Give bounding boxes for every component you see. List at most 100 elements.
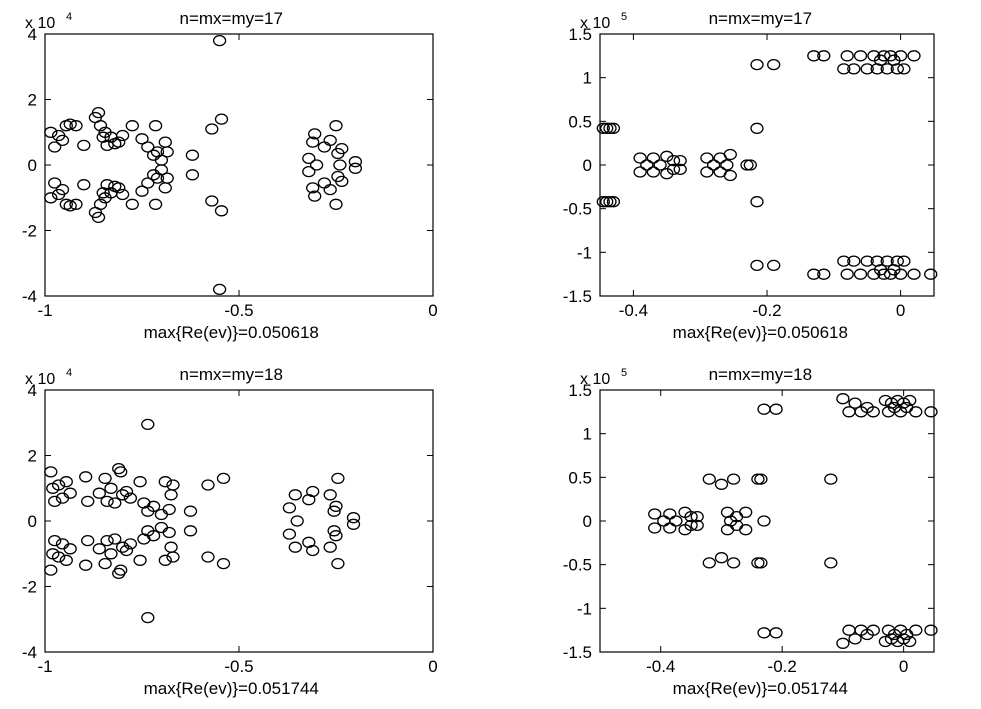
chart-1-point (205, 195, 219, 207)
chart-4-ytick-label: 1.5 (568, 381, 592, 400)
chart-1-exponent-power: 4 (66, 11, 72, 23)
chart-2-point (660, 150, 674, 162)
chart-3-point (201, 551, 215, 563)
chart-2-point (660, 168, 674, 180)
chart-2-point (750, 196, 764, 208)
chart-3-point (216, 557, 231, 570)
chart-4-point (726, 557, 741, 569)
chart-3-point (108, 497, 122, 509)
chart-3-point (123, 538, 138, 550)
chart-4-point (866, 624, 880, 636)
chart-4-point (824, 557, 838, 569)
chart-4-point (903, 394, 917, 407)
chart-3-point (201, 479, 215, 491)
chart-1-point (335, 175, 349, 188)
chart-2-point (666, 154, 681, 167)
chart-3-point (92, 543, 106, 555)
chart-3-point (146, 500, 161, 512)
chart-1-point (348, 162, 363, 174)
chart-1-point (48, 141, 62, 153)
chart-2-point (596, 196, 610, 208)
chart-4-point (848, 397, 862, 409)
chart-1-point (185, 169, 200, 181)
chart-3-point (288, 489, 302, 501)
chart-3-point (115, 541, 130, 553)
chart-4-point (690, 510, 704, 523)
chart-1-point (214, 113, 229, 125)
chart-3-title: n=mx=my=18 (179, 365, 282, 384)
chart-3-point (306, 544, 320, 557)
chart-4-point (754, 473, 768, 485)
chart-3-point (288, 541, 302, 553)
chart-1-point (212, 283, 227, 296)
chart-3-point (133, 476, 147, 488)
chart-2-point (600, 122, 614, 134)
chart-3-point (183, 525, 198, 537)
chart-3-point (59, 554, 73, 566)
chart-3-ytick-label: 0 (28, 512, 37, 531)
chart-4-ytick-label: 0 (583, 512, 592, 531)
chart-4-point (757, 627, 771, 639)
chart-1-point (44, 192, 58, 204)
chart-3-point (323, 489, 337, 501)
chart-4-point (924, 406, 938, 418)
chart-1-ytick-label: -4 (22, 287, 37, 306)
chart-4-point (909, 624, 923, 636)
chart-1-point (148, 120, 163, 132)
chart-3-point (98, 472, 112, 485)
chart-4-point (836, 393, 850, 405)
chart-3-point (216, 472, 231, 485)
chart-3-point (327, 505, 341, 517)
chart-1-point (329, 120, 343, 132)
chart-1-point (112, 136, 126, 148)
chart-1-point (306, 182, 320, 194)
chart-1-point (77, 139, 91, 152)
chart-1-frame (44, 33, 434, 297)
chart-2-point (807, 50, 821, 62)
chart-2-ytick-label: 0 (583, 156, 592, 175)
chart-1-point (135, 185, 149, 197)
chart-2-point (666, 163, 681, 176)
chart-1-point (317, 177, 332, 189)
chart-1-point (160, 146, 174, 158)
chart-3-point (119, 544, 134, 557)
chart-1-point (91, 211, 106, 224)
chart-2-point (880, 255, 894, 267)
chart-4-point (726, 473, 741, 485)
chart-3-point (79, 471, 93, 483)
chart-3-point (158, 554, 172, 566)
chart-4-ytick-label: -1.5 (563, 643, 592, 662)
chart-2-point (743, 159, 757, 171)
chart-3-point (44, 564, 58, 576)
chart-3-xtick-label: -1 (37, 657, 52, 676)
chart-1-point (309, 159, 324, 171)
chart-2-point (890, 255, 904, 267)
chart-2-point (700, 152, 714, 164)
chart-3-point (154, 521, 169, 534)
chart-2-point (860, 255, 874, 267)
chart-4-point (684, 510, 698, 523)
chart-1-point (112, 182, 126, 194)
chart-4-point (769, 627, 783, 639)
chart-2-point (847, 63, 861, 75)
chart-4-point (648, 508, 662, 520)
chart-2-xtick-label: 0 (896, 301, 905, 320)
chart-1-point (141, 177, 155, 189)
chart-2-point (893, 268, 908, 280)
chart-4-point (714, 552, 729, 564)
chart-2-ytick-label: 1.5 (568, 25, 592, 44)
chart-4-xlabel: max{Re(ev)}=0.051744 (673, 679, 848, 698)
chart-3-point (164, 541, 178, 553)
chart-2-point (673, 163, 687, 176)
chart-2-point (750, 58, 764, 71)
chart-3-point (346, 512, 361, 524)
chart-3-point (63, 487, 77, 499)
chart-2-point (653, 159, 667, 171)
chart-1-point (93, 198, 108, 210)
chart-4-point (909, 406, 923, 418)
chart-4-ytick-label: 1 (583, 425, 592, 444)
chart-2-point (847, 255, 861, 267)
chart-3-point (48, 534, 62, 547)
chart-3-point (306, 485, 320, 498)
chart-4-xtick-label: 0 (899, 657, 908, 676)
